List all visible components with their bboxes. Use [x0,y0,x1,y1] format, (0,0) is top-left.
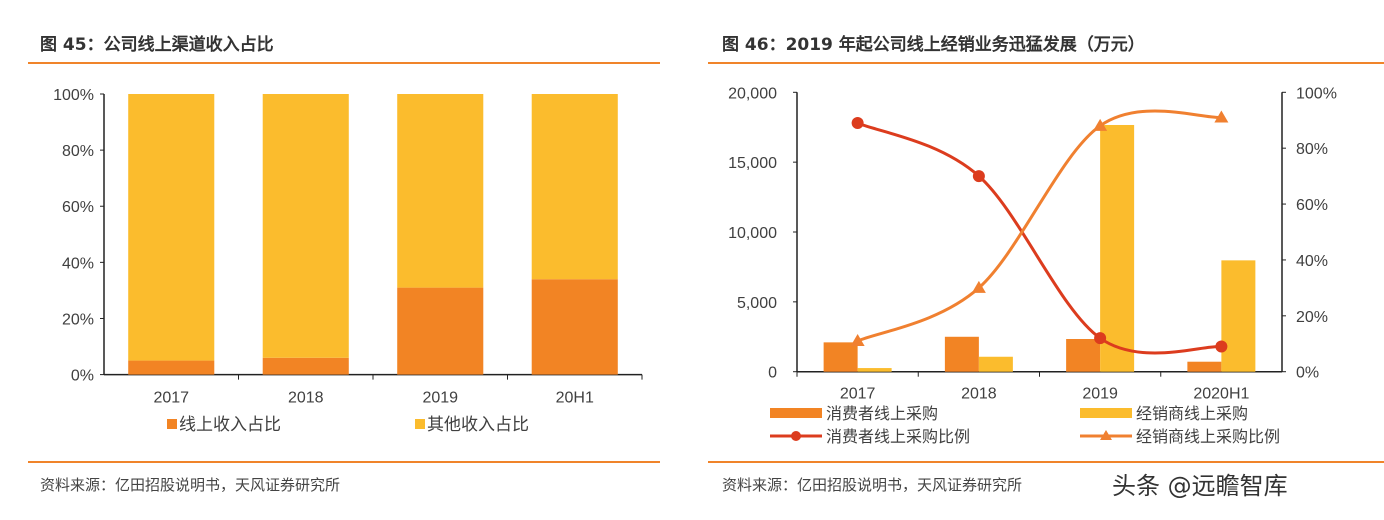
bar-other-2017 [128,94,215,361]
left-legend-swatch [415,419,425,429]
bar-consumer-2020H1 [1187,361,1222,372]
left-legend-swatch [167,419,177,429]
bar-dealer-2018 [978,356,1013,372]
consumer-ratio-marker-2018 [972,170,985,183]
right-x-tick-label: 2019 [1082,386,1118,403]
bar-other-2018 [262,94,349,358]
left-x-tick-label: 20H1 [556,390,594,407]
right-y-tick-label: 20,000 [728,85,777,102]
dealer-ratio-marker-2017 [850,333,865,346]
right-legend-label: 经销商线上采购 [1136,405,1248,423]
right-x-tick-label: 2018 [961,386,997,403]
left-x-tick-label: 2017 [153,390,189,407]
left-y-tick-label: 40% [62,255,94,272]
right-legend-label: 消费者线上采购比例 [826,428,970,446]
right-y-tick-label: 0 [768,365,777,382]
right-y2-tick-label: 100% [1296,85,1337,102]
right-legend-marker [791,431,801,441]
consumer-ratio-marker-2020H1 [1215,340,1228,353]
bar-dealer-2020H1 [1221,260,1256,372]
dealer-ratio-marker-2020H1 [1214,110,1229,123]
left-title-rule [28,62,660,64]
right-bottom-rule [708,461,1384,463]
left-x-tick-label: 2019 [422,390,458,407]
dealer-ratio-marker-2018 [971,280,986,293]
dealer-ratio-line [857,109,1222,343]
right-source: 资料来源：亿田招股说明书，天风证券研究所 [722,476,1023,494]
watermark: 头条 @远瞻智库 [1112,472,1288,500]
right-y-tick-label: 15,000 [728,155,777,172]
dealer-ratio-marker-2019 [1093,118,1108,131]
right-legend-swatch [1080,408,1132,418]
right-legend-marker [1100,430,1112,440]
bar-dealer-2019 [1100,124,1135,372]
right-x-tick-label: 2017 [840,386,876,403]
bar-consumer-2019 [1066,339,1101,372]
right-legend-swatch [770,408,822,418]
right-title-rule [708,62,1384,64]
right-y2-tick-label: 40% [1296,253,1328,270]
left-x-tick-label: 2018 [288,390,324,407]
bar-consumer-2017 [823,342,858,372]
bar-online-2017 [128,360,215,375]
consumer-ratio-marker-2019 [1094,332,1107,345]
bar-online-2018 [262,357,349,375]
bar-online-20H1 [531,279,618,375]
left-y-tick-label: 60% [62,199,94,216]
right-legend-label: 消费者线上采购 [826,405,938,423]
bar-other-2019 [397,94,484,288]
right-y2-tick-label: 20% [1296,309,1328,326]
left-chart-title: 图 45：公司线上渠道收入占比 [40,35,274,55]
left-y-tick-label: 80% [62,143,94,160]
right-chart-title: 图 46：2019 年起公司线上经销业务迅猛发展（万元） [722,35,1145,55]
bar-online-2019 [397,287,484,375]
right-y2-tick-label: 60% [1296,197,1328,214]
bar-dealer-2017 [857,368,892,372]
right-x-tick-label: 2020H1 [1193,386,1249,403]
bar-consumer-2018 [944,336,979,372]
left-source: 资料来源：亿田招股说明书，天风证券研究所 [40,476,341,494]
right-legend-label: 经销商线上采购比例 [1136,428,1280,446]
left-y-tick-label: 20% [62,311,94,328]
left-y-tick-label: 0% [71,368,94,385]
left-legend-label: 其他收入占比 [427,415,529,434]
consumer-ratio-marker-2017 [851,117,864,130]
right-y2-tick-label: 0% [1296,365,1319,382]
bar-other-20H1 [531,94,618,280]
right-y-tick-label: 10,000 [728,225,777,242]
left-bottom-rule [28,461,660,463]
left-y-tick-label: 100% [53,87,94,104]
left-legend-label: 线上收入占比 [179,415,281,434]
right-y-tick-label: 5,000 [737,295,777,312]
right-y2-tick-label: 80% [1296,141,1328,158]
consumer-ratio-line [857,121,1222,355]
